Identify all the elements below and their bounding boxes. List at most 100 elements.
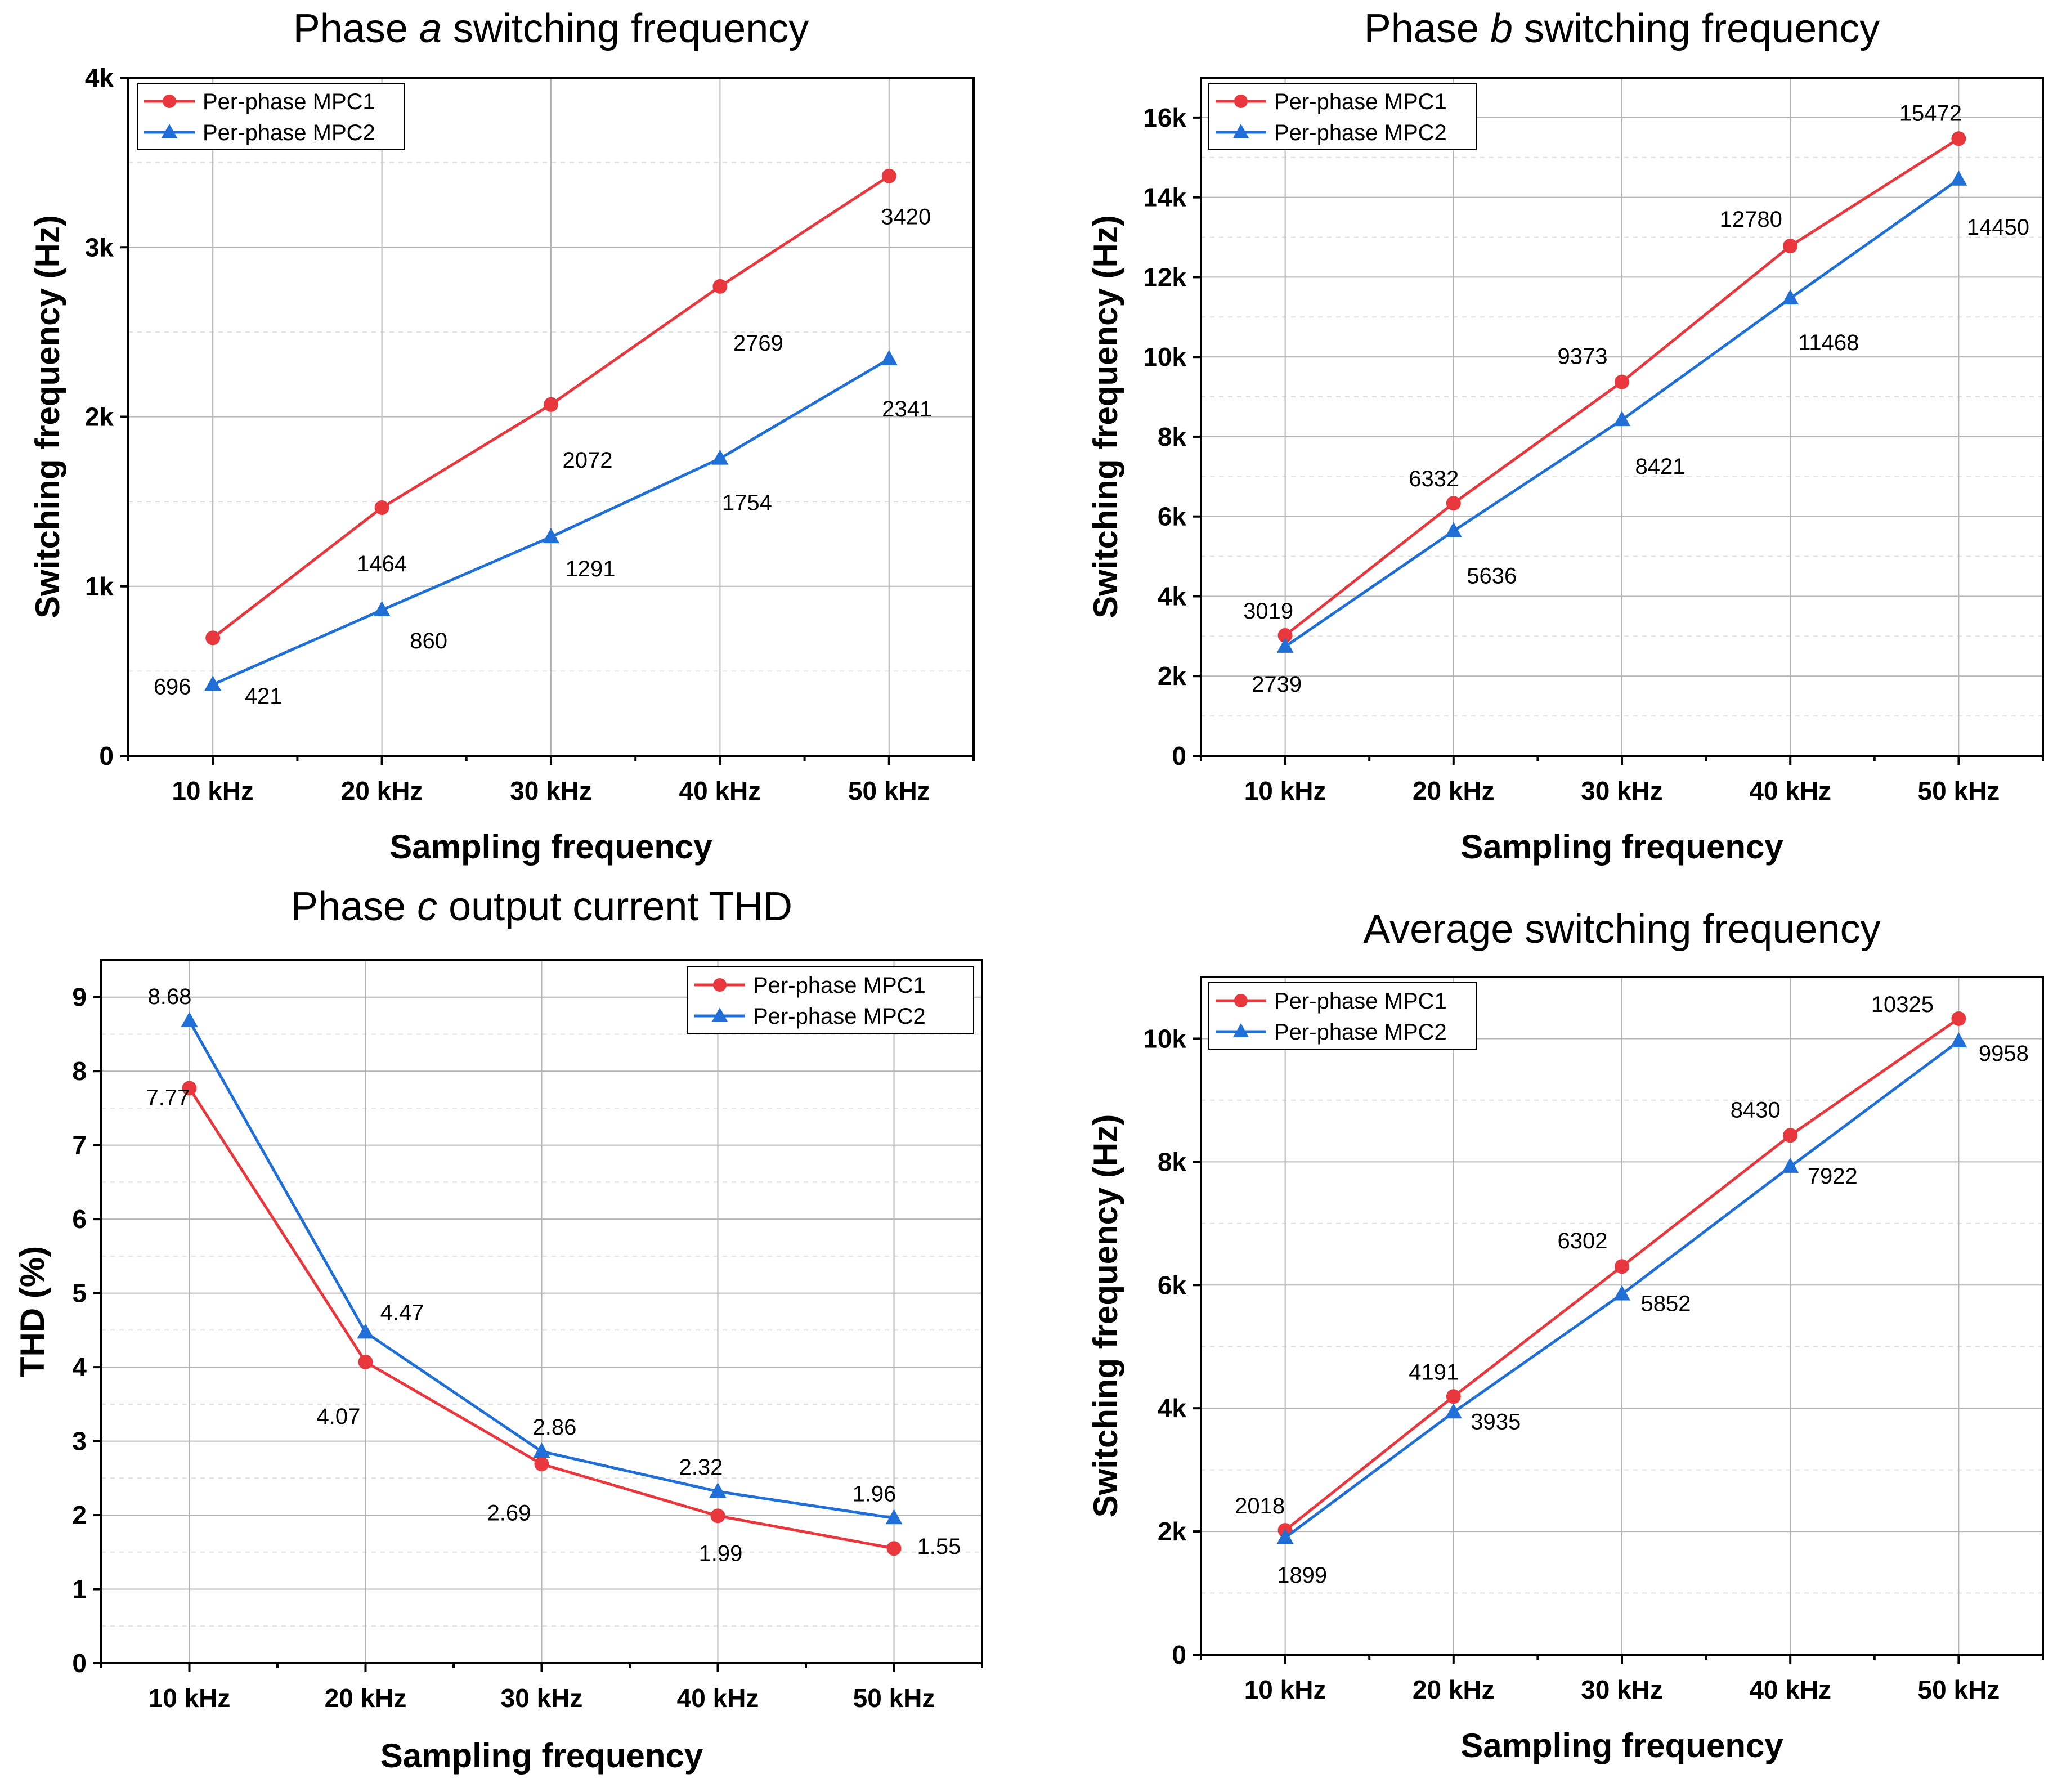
data-label: 4191	[1409, 1360, 1459, 1385]
data-point-mpc2	[1782, 289, 1799, 305]
y-tick-label: 3k	[85, 232, 114, 262]
x-tick-label: 10 kHz	[149, 1683, 231, 1713]
data-label: 1754	[722, 491, 772, 516]
data-label: 2.86	[533, 1415, 577, 1440]
data-label: 2018	[1235, 1494, 1285, 1518]
data-label: 2739	[1252, 672, 1302, 697]
data-label: 1291	[566, 557, 616, 581]
data-point-mpc1	[1615, 374, 1629, 389]
x-axis-label: Sampling frequency	[380, 1737, 703, 1775]
x-axis-label: Sampling frequency	[389, 828, 712, 866]
legend-marker-mpc1	[713, 978, 727, 992]
chart-panel-1: 0 1k 2k 3k 4k 10 kHz 20 kHz 30 kHz 40 kHz 50 kHz P…	[29, 6, 975, 866]
data-label: 8421	[1635, 454, 1686, 479]
legend: Per-phase MPC1 Per-phase MPC2	[687, 966, 974, 1034]
y-tick-label: 8k	[1158, 1147, 1187, 1176]
chart-title-italic: c	[417, 884, 437, 929]
y-tick-label: 6	[72, 1204, 87, 1234]
y-tick-label: 12k	[1143, 262, 1186, 292]
data-label: 4.07	[317, 1404, 361, 1429]
data-point-mpc2	[181, 1011, 198, 1027]
chart-title: Phase a switching frequency	[293, 6, 809, 51]
y-tick-label: 7	[72, 1131, 87, 1160]
y-tick-label: 10k	[1143, 342, 1186, 371]
legend-entry: Per-phase MPC1	[1274, 989, 1447, 1014]
data-label: 421	[245, 684, 283, 709]
data-label: 2072	[563, 448, 613, 473]
x-axis-label: Sampling frequency	[1460, 1727, 1783, 1764]
y-axis-label: THD (%)	[14, 1246, 51, 1377]
legend: Per-phase MPC1 Per-phase MPC2	[1208, 83, 1477, 150]
y-tick-label: 8k	[1158, 422, 1187, 451]
x-tick-label: 40 kHz	[1749, 776, 1831, 805]
chart-title-italic: b	[1490, 6, 1513, 51]
x-tick-label: 40 kHz	[1749, 1675, 1831, 1704]
chart-title-italic: a	[419, 6, 442, 51]
data-label: 1.55	[917, 1534, 961, 1559]
y-tick-label: 10k	[1143, 1024, 1186, 1053]
data-label: 6332	[1409, 467, 1459, 491]
x-tick-label: 50 kHz	[1918, 1675, 2000, 1704]
data-label: 2.69	[487, 1500, 531, 1525]
y-tick-label: 5	[72, 1279, 87, 1308]
x-tick-label: 40 kHz	[677, 1683, 759, 1713]
data-label: 10325	[1871, 992, 1934, 1017]
data-point-mpc1	[182, 1081, 197, 1096]
legend-marker-mpc1	[1234, 994, 1248, 1007]
legend-box	[687, 966, 974, 1034]
legend-marker-mpc2	[1233, 1023, 1249, 1037]
y-tick-label: 2	[72, 1500, 87, 1530]
data-label: 8.68	[148, 984, 192, 1009]
data-point-mpc1	[358, 1354, 373, 1369]
y-tick-label: 2k	[1158, 661, 1187, 691]
chart-title-suffix: output current THD	[437, 884, 792, 929]
legend-box	[1208, 982, 1477, 1050]
data-label: 7922	[1808, 1164, 1858, 1189]
data-label: 8430	[1731, 1097, 1781, 1122]
legend-entry: Per-phase MPC1	[1274, 89, 1447, 114]
data-label: 2341	[882, 397, 932, 422]
chart-title-suffix: switching frequency	[442, 6, 809, 51]
data-point-mpc1	[881, 168, 896, 183]
data-point-mpc1	[205, 630, 221, 646]
data-label: 6302	[1558, 1229, 1608, 1253]
data-label: 14450	[1967, 215, 2029, 240]
chart-title-suffix: switching frequency	[1513, 6, 1880, 51]
y-tick-label: 4k	[1158, 1394, 1187, 1423]
data-point-mpc2	[204, 675, 222, 691]
data-point-mpc1	[1951, 131, 1966, 146]
x-tick-label: 20 kHz	[325, 1683, 407, 1713]
x-tick-label: 10 kHz	[1244, 1675, 1326, 1704]
data-point-mpc2	[711, 449, 729, 465]
y-tick-label: 2k	[85, 402, 114, 432]
x-axis-label: Sampling frequency	[1460, 828, 1783, 866]
data-point-mpc2	[1782, 1157, 1799, 1173]
data-label: 1464	[357, 552, 407, 576]
data-point-mpc1	[1277, 628, 1293, 643]
data-label: 1.96	[853, 1481, 896, 1506]
data-point-mpc2	[885, 1509, 903, 1525]
legend-entry: Per-phase MPC2	[203, 120, 375, 145]
data-point-mpc1	[886, 1541, 902, 1556]
x-tick-label: 20 kHz	[341, 776, 423, 805]
chart-title-prefix: Phase	[293, 6, 419, 51]
data-point-mpc2	[1445, 522, 1462, 537]
data-point-mpc2	[357, 1323, 374, 1339]
data-label: 5852	[1641, 1291, 1691, 1316]
y-tick-label: 1k	[85, 572, 114, 601]
data-label: 15472	[1899, 101, 1962, 126]
y-tick-label: 8	[72, 1056, 87, 1086]
data-label: 2769	[733, 331, 783, 356]
chart-panel-2: 0 2k 4k 6k 8k 10k 12k 14k 16k 10 kHz 20 kHz 30 kHz 4…	[1087, 6, 2044, 866]
y-tick-label: 3	[72, 1427, 87, 1456]
y-tick-label: 1	[72, 1575, 87, 1604]
legend-entry: Per-phase MPC2	[753, 1004, 926, 1029]
legend: Per-phase MPC1 Per-phase MPC2	[1208, 982, 1477, 1050]
chart-panel-3: 0 1 2 3 4 5 6 7 8 9 10 kHz 20 kHz 30 kHz 40 kHz 50 kHz…	[14, 884, 983, 1775]
chart-title: Average switching frequency	[1363, 907, 1880, 952]
data-point-mpc2	[1276, 637, 1294, 653]
x-tick-label: 30 kHz	[1581, 776, 1663, 805]
x-tick-label: 50 kHz	[853, 1683, 935, 1713]
data-point-mpc1	[1446, 1389, 1461, 1404]
x-tick-label: 30 kHz	[1581, 1675, 1663, 1704]
